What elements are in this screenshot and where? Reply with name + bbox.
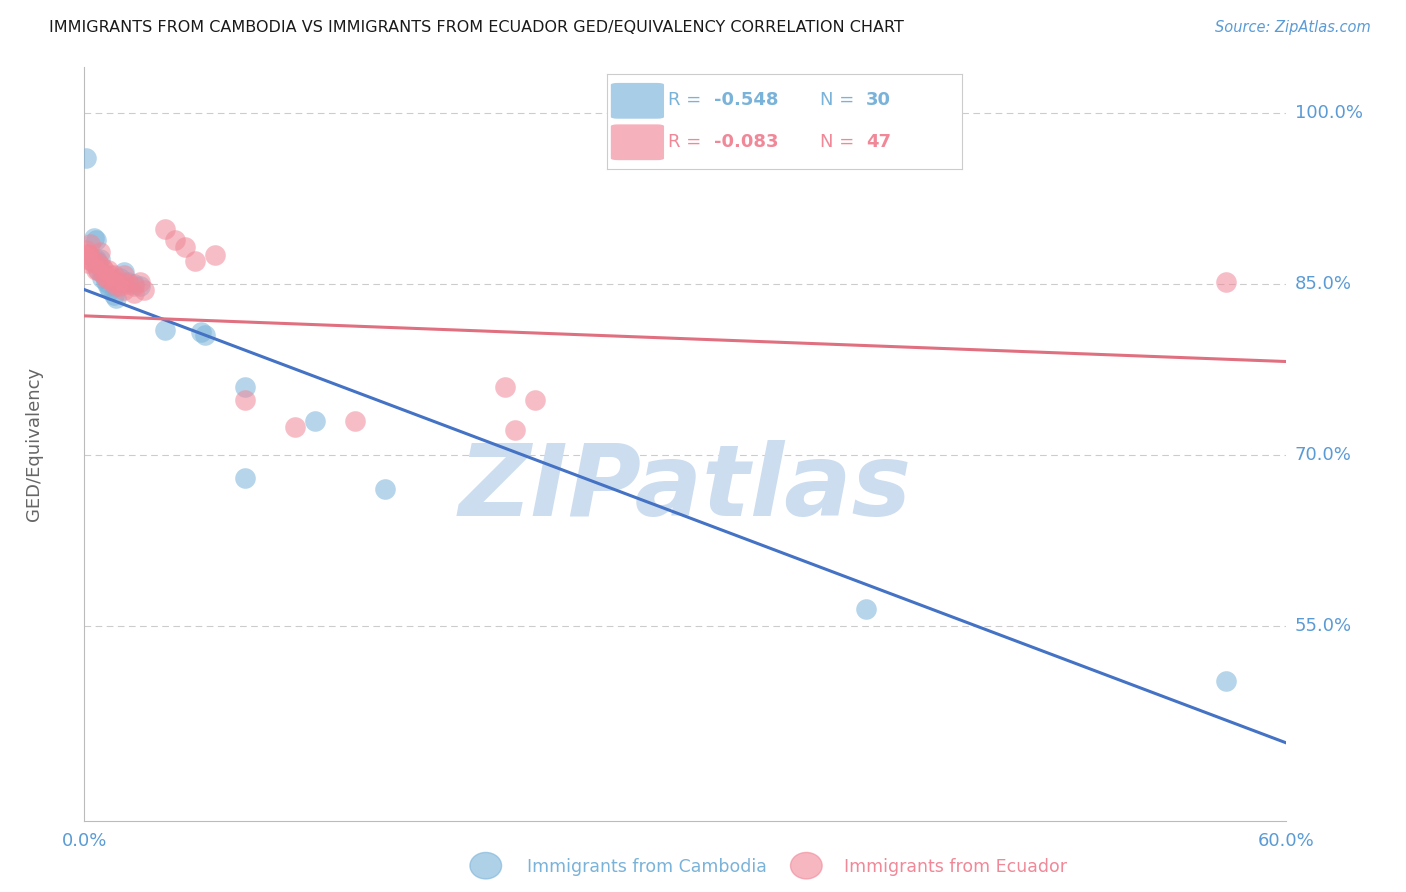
Point	[82, 254, 104, 268]
Point	[86, 234, 108, 248]
Circle shape	[470, 853, 502, 879]
Point	[77, 247, 100, 261]
Point	[233, 471, 256, 485]
Point	[79, 236, 101, 251]
Point	[117, 277, 139, 291]
Point	[114, 265, 135, 279]
Point	[1215, 275, 1237, 289]
Point	[1215, 674, 1237, 689]
Point	[190, 325, 212, 339]
Point	[101, 275, 124, 289]
Point	[100, 268, 122, 282]
Point	[163, 234, 186, 248]
Text: 100.0%: 100.0%	[1295, 103, 1362, 121]
Point	[524, 393, 547, 408]
Text: 60.0%: 60.0%	[1258, 831, 1315, 850]
Point	[503, 423, 526, 437]
Point	[103, 275, 125, 289]
Point	[124, 279, 146, 293]
Point	[97, 279, 120, 293]
Point	[110, 271, 132, 285]
Point	[153, 322, 176, 336]
Text: Source: ZipAtlas.com: Source: ZipAtlas.com	[1215, 20, 1371, 35]
Point	[75, 151, 97, 165]
Circle shape	[790, 853, 823, 879]
Point	[93, 268, 115, 282]
Point	[93, 263, 115, 277]
Point	[75, 243, 97, 257]
Point	[87, 256, 110, 270]
Point	[89, 252, 111, 266]
Point	[374, 483, 396, 497]
Text: ZIPatlas: ZIPatlas	[458, 441, 912, 538]
Text: 85.0%: 85.0%	[1295, 275, 1351, 293]
Point	[110, 279, 132, 293]
Point	[129, 279, 152, 293]
Text: 70.0%: 70.0%	[1295, 446, 1351, 464]
Point	[91, 271, 114, 285]
Point	[100, 283, 122, 297]
Point	[103, 268, 125, 282]
Point	[86, 254, 108, 268]
Point	[87, 256, 110, 270]
Point	[103, 288, 125, 302]
Point	[75, 252, 97, 266]
Point	[87, 263, 110, 277]
Point	[114, 283, 135, 297]
Point	[134, 283, 156, 297]
Point	[233, 379, 256, 393]
Point	[129, 275, 152, 289]
Point	[96, 275, 118, 289]
Point	[153, 222, 176, 236]
Text: Immigrants from Cambodia: Immigrants from Cambodia	[527, 858, 768, 876]
Point	[494, 379, 516, 393]
Point	[91, 265, 114, 279]
Point	[91, 260, 114, 274]
Point	[97, 271, 120, 285]
Point	[77, 256, 100, 270]
Point	[79, 248, 101, 262]
Text: GED/Equivalency: GED/Equivalency	[25, 367, 42, 521]
Point	[107, 275, 129, 289]
Point	[105, 291, 128, 305]
Point	[304, 414, 326, 428]
Point	[233, 393, 256, 408]
Point	[86, 263, 108, 277]
Point	[204, 248, 226, 262]
Text: 0.0%: 0.0%	[62, 831, 107, 850]
Point	[83, 231, 105, 245]
Point	[105, 279, 128, 293]
Point	[343, 414, 366, 428]
Point	[75, 247, 97, 261]
Point	[86, 252, 108, 266]
Point	[114, 275, 135, 289]
Point	[93, 268, 115, 282]
Point	[83, 256, 105, 270]
Point	[183, 254, 205, 268]
Point	[117, 275, 139, 289]
Point	[96, 271, 118, 285]
Point	[89, 244, 111, 259]
Point	[97, 263, 120, 277]
Point	[124, 277, 146, 291]
Point	[173, 240, 195, 254]
Point	[124, 286, 146, 301]
Point	[194, 328, 217, 343]
Point	[87, 263, 110, 277]
Text: Immigrants from Ecuador: Immigrants from Ecuador	[844, 858, 1067, 876]
Text: 55.0%: 55.0%	[1295, 617, 1353, 635]
Point	[114, 268, 135, 282]
Point	[855, 602, 877, 616]
Text: IMMIGRANTS FROM CAMBODIA VS IMMIGRANTS FROM ECUADOR GED/EQUIVALENCY CORRELATION : IMMIGRANTS FROM CAMBODIA VS IMMIGRANTS F…	[49, 20, 904, 35]
Point	[284, 419, 307, 434]
